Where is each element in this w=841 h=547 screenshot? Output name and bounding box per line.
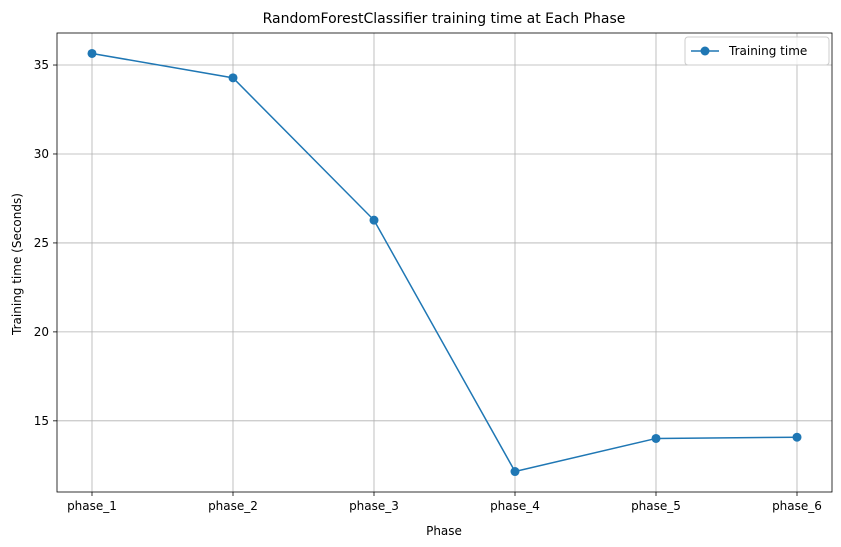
series-line <box>91 52 798 473</box>
x-tick-label: phase_2 <box>208 499 258 513</box>
data-point <box>510 467 520 477</box>
data-point <box>369 215 379 225</box>
legend-frame <box>684 36 830 66</box>
y-tick-label: 35 <box>34 58 49 72</box>
data-point <box>87 48 97 58</box>
data-point <box>228 73 238 83</box>
x-tick-label: phase_1 <box>67 499 117 513</box>
plot-frame <box>56 32 833 493</box>
legend: Training time <box>684 36 830 66</box>
legend-marker <box>700 46 710 56</box>
x-tick-label: phase_5 <box>631 499 681 513</box>
y-tick-label: 15 <box>34 414 49 428</box>
data-point <box>792 432 802 442</box>
y-tick-label: 20 <box>34 325 49 339</box>
grid <box>57 33 832 492</box>
data-point <box>651 433 661 443</box>
x-tick-label: phase_3 <box>349 499 399 513</box>
axes: phase_1 phase_2 phase_3 phase_4 phase_5 phase… <box>34 32 833 513</box>
chart-title: RandomForestClassifier training time at … <box>263 11 626 27</box>
y-axis-label: Training time (Seconds) <box>10 193 24 336</box>
x-tick-label: phase_6 <box>772 499 822 513</box>
series <box>87 48 802 477</box>
y-tick-label: 30 <box>34 147 49 161</box>
x-tick-label: phase_4 <box>490 499 540 513</box>
x-axis-label: Phase <box>426 524 462 538</box>
legend-label: Training time <box>728 44 807 58</box>
y-tick-label: 25 <box>34 236 49 250</box>
